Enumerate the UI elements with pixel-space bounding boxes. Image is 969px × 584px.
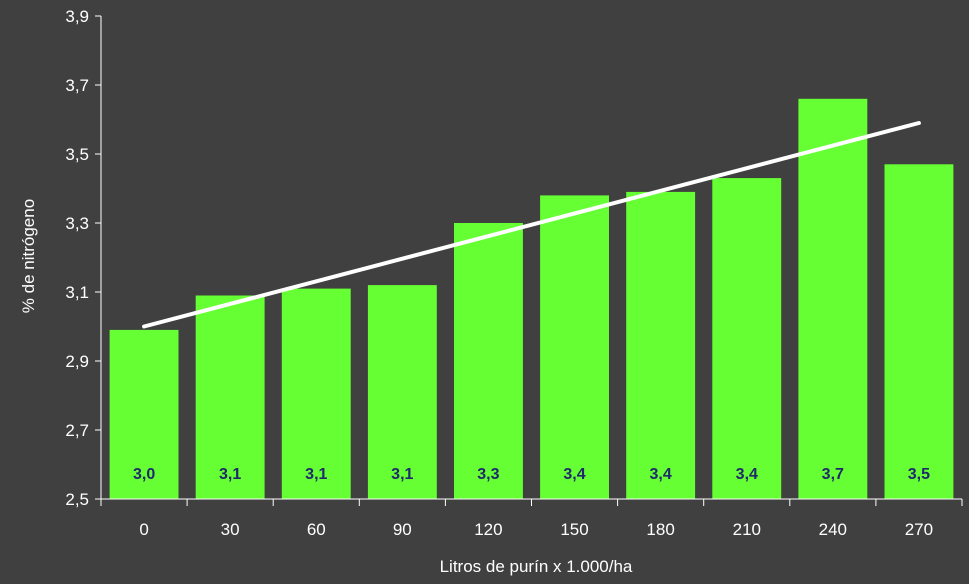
data-label-120: 3,3: [477, 466, 499, 483]
x-tick-label: 60: [307, 520, 326, 539]
data-label-90: 3,1: [391, 466, 413, 483]
bars-group: [109, 98, 954, 500]
bar-270: [884, 164, 954, 500]
x-tick-label: 30: [221, 520, 240, 539]
x-tick-label: 90: [393, 520, 412, 539]
bar-180: [626, 191, 696, 499]
bar-30: [195, 295, 265, 499]
data-label-150: 3,4: [563, 466, 585, 483]
y-tick-label: 2,9: [65, 352, 89, 371]
bar-0: [109, 329, 179, 499]
trendline-group: [142, 121, 921, 329]
y-tick-label: 3,3: [65, 214, 89, 233]
x-tick-label: 270: [905, 520, 933, 539]
y-tick-label: 3,5: [65, 145, 89, 164]
bar-90: [367, 285, 437, 499]
data-label-180: 3,4: [649, 466, 671, 483]
x-tick-label: 150: [560, 520, 588, 539]
x-tick-label: 180: [646, 520, 674, 539]
y-axis-title: % de nitrógeno: [19, 199, 38, 313]
data-label-30: 3,1: [219, 466, 241, 483]
x-tick-label: 120: [474, 520, 502, 539]
y-tick-label: 3,1: [65, 283, 89, 302]
y-tick-label: 2,5: [65, 490, 89, 509]
y-tick-label: 3,7: [65, 76, 89, 95]
bar-210: [712, 178, 782, 499]
x-tick-label: 210: [733, 520, 761, 539]
axes-group: 2,5 2,7 2,9 3,1 3,3 3,5 3,7 3,9 0 30 60 90 120 150 180…: [65, 7, 963, 539]
bar-240: [798, 98, 868, 500]
x-axis-title: Litros de purín x 1.000/ha: [440, 557, 633, 576]
data-label-0: 3,0: [133, 466, 155, 483]
bar-60: [281, 288, 351, 499]
data-label-60: 3,1: [305, 466, 327, 483]
trendline: [142, 121, 921, 329]
data-label-210: 3,4: [736, 466, 758, 483]
x-tick-label: 240: [819, 520, 847, 539]
y-tick-label: 2,7: [65, 421, 89, 440]
x-tick-label: 0: [139, 520, 148, 539]
bar-150: [540, 195, 609, 499]
bar-120: [454, 223, 523, 499]
y-tick-label: 3,9: [65, 7, 89, 26]
data-labels-group: 3,0 3,1 3,1 3,1 3,3 3,4 3,4 3,4 3,7 3,5: [133, 466, 930, 483]
data-label-240: 3,7: [822, 466, 844, 483]
data-label-270: 3,5: [908, 466, 930, 483]
